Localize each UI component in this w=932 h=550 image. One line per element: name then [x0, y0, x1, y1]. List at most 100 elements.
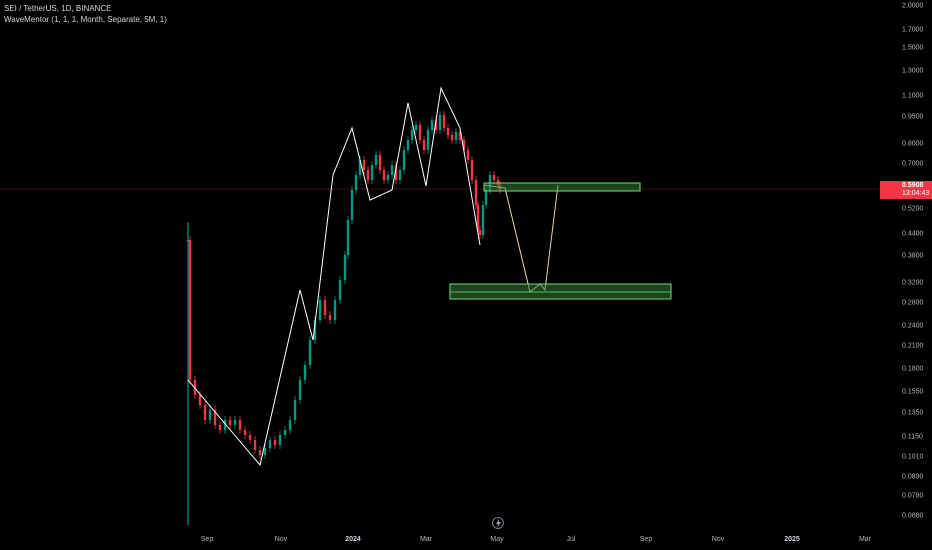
candle-body — [278, 435, 282, 445]
projection-line — [483, 184, 559, 293]
candle-body — [188, 240, 192, 380]
price-tick: 0.1150 — [902, 433, 923, 441]
price-tick: 0.2400 — [902, 322, 924, 330]
price-tick: 0.1800 — [902, 365, 924, 373]
candle-body — [462, 140, 466, 150]
lightning-icon[interactable] — [492, 517, 504, 529]
candle-body — [346, 220, 350, 255]
price-tick: 0.5200 — [902, 205, 924, 213]
candle-body — [243, 430, 247, 435]
price-tick: 1.1000 — [902, 92, 924, 100]
time-axis[interactable]: Sep Nov 2024 Mar May Jul Sep Nov 2025 Mar — [0, 528, 880, 550]
symbol-title[interactable]: SEI / TetherUS, 1D, BINANCE — [4, 4, 112, 13]
candle-body — [402, 150, 406, 170]
candle-body — [238, 420, 242, 430]
price-tick: 0.7000 — [902, 160, 924, 168]
price-tick: 0.3200 — [902, 279, 924, 287]
wave-line — [187, 86, 481, 467]
candle-body — [313, 320, 317, 340]
bar-countdown-label: 13:04:43 — [902, 190, 930, 197]
candle-body — [228, 420, 232, 425]
price-tick: 2.0000 — [902, 2, 924, 10]
time-tick: Sep — [639, 536, 653, 543]
price-tick: 0.2800 — [902, 299, 924, 307]
candle-body — [382, 170, 386, 180]
candle-body — [481, 205, 485, 235]
candle-body — [476, 205, 480, 230]
candle-body — [354, 175, 358, 190]
candle-body — [458, 132, 462, 140]
candle-body — [323, 300, 327, 315]
candle-body — [338, 280, 342, 300]
candle-body — [478, 230, 482, 235]
price-tick: 1.3000 — [902, 67, 924, 75]
candle-body — [430, 120, 434, 130]
price-tick: 0.3800 — [902, 252, 924, 260]
candle-body — [414, 125, 418, 130]
price-tick: 0.0890 — [902, 473, 924, 481]
time-tick: Nov — [711, 536, 725, 543]
candle-body — [426, 130, 430, 150]
time-tick: Jul — [566, 536, 576, 543]
candle-body — [398, 170, 402, 180]
chart-canvas[interactable] — [0, 0, 880, 528]
candle-body — [263, 448, 267, 455]
candle-body — [474, 180, 478, 205]
candle-body — [418, 125, 422, 140]
candle-body — [318, 300, 322, 320]
candle-body — [484, 190, 488, 205]
current-price-badge[interactable]: 0.5908 13:04:43 — [880, 181, 932, 199]
price-tick: 0.0680 — [902, 512, 924, 520]
chart-legend: SEI / TetherUS, 1D, BINANCE WaveMentor (… — [4, 3, 167, 25]
time-tick: May — [490, 536, 504, 543]
candle-body — [328, 315, 332, 320]
price-axis[interactable]: 2.0000 1.7000 1.5000 1.3000 1.1000 0.9500 0.80… — [880, 0, 932, 528]
price-tick: 1.7000 — [902, 26, 924, 34]
candle-body — [378, 155, 382, 170]
upper-target-zone — [483, 182, 641, 192]
candle-body — [450, 135, 454, 140]
candle-body — [308, 340, 312, 365]
current-price-label: 0.5908 — [902, 182, 924, 189]
candle-body — [362, 160, 366, 170]
candle-body — [374, 155, 378, 165]
chart-area[interactable]: SEI / TetherUS, 1D, BINANCE WaveMentor (… — [0, 0, 880, 528]
candle-body — [454, 132, 458, 140]
candle-body — [446, 128, 450, 135]
candle-body — [258, 450, 262, 455]
candle-body — [410, 130, 414, 140]
candle-body — [283, 430, 287, 435]
candle-body — [343, 255, 347, 280]
candle-body — [438, 115, 442, 130]
indicator-title[interactable]: WaveMentor (1, 1, 1, Month, Separate, 5M… — [4, 15, 167, 24]
candle-body — [394, 165, 398, 180]
candle-body — [303, 365, 307, 380]
candle-body — [208, 410, 212, 420]
candle-body — [390, 165, 394, 175]
price-tick: 1.5000 — [902, 44, 924, 52]
candle-body — [293, 400, 297, 420]
lower-target-zone — [449, 283, 672, 300]
price-tick: 0.2100 — [902, 342, 924, 350]
candle-body — [370, 165, 374, 180]
candle-body — [248, 435, 252, 440]
candle-body — [288, 420, 292, 430]
price-tick: 0.1350 — [902, 409, 924, 417]
candle-body — [466, 150, 470, 160]
time-tick: 2025 — [784, 536, 800, 543]
candle-body — [492, 175, 496, 180]
candle-body — [350, 190, 354, 220]
candle-body — [218, 425, 222, 430]
time-tick: Mar — [858, 536, 872, 543]
candle-body — [298, 380, 302, 400]
price-tick: 0.9500 — [902, 113, 924, 121]
candle-body — [366, 170, 370, 180]
time-tick: Nov — [274, 536, 288, 543]
candle-body — [358, 160, 362, 175]
candle-body — [268, 440, 272, 448]
candle-body — [386, 175, 390, 180]
candle-body — [434, 120, 438, 130]
candle-body — [422, 140, 426, 150]
time-tick: 2024 — [345, 536, 361, 543]
price-tick: 0.1010 — [902, 453, 924, 461]
